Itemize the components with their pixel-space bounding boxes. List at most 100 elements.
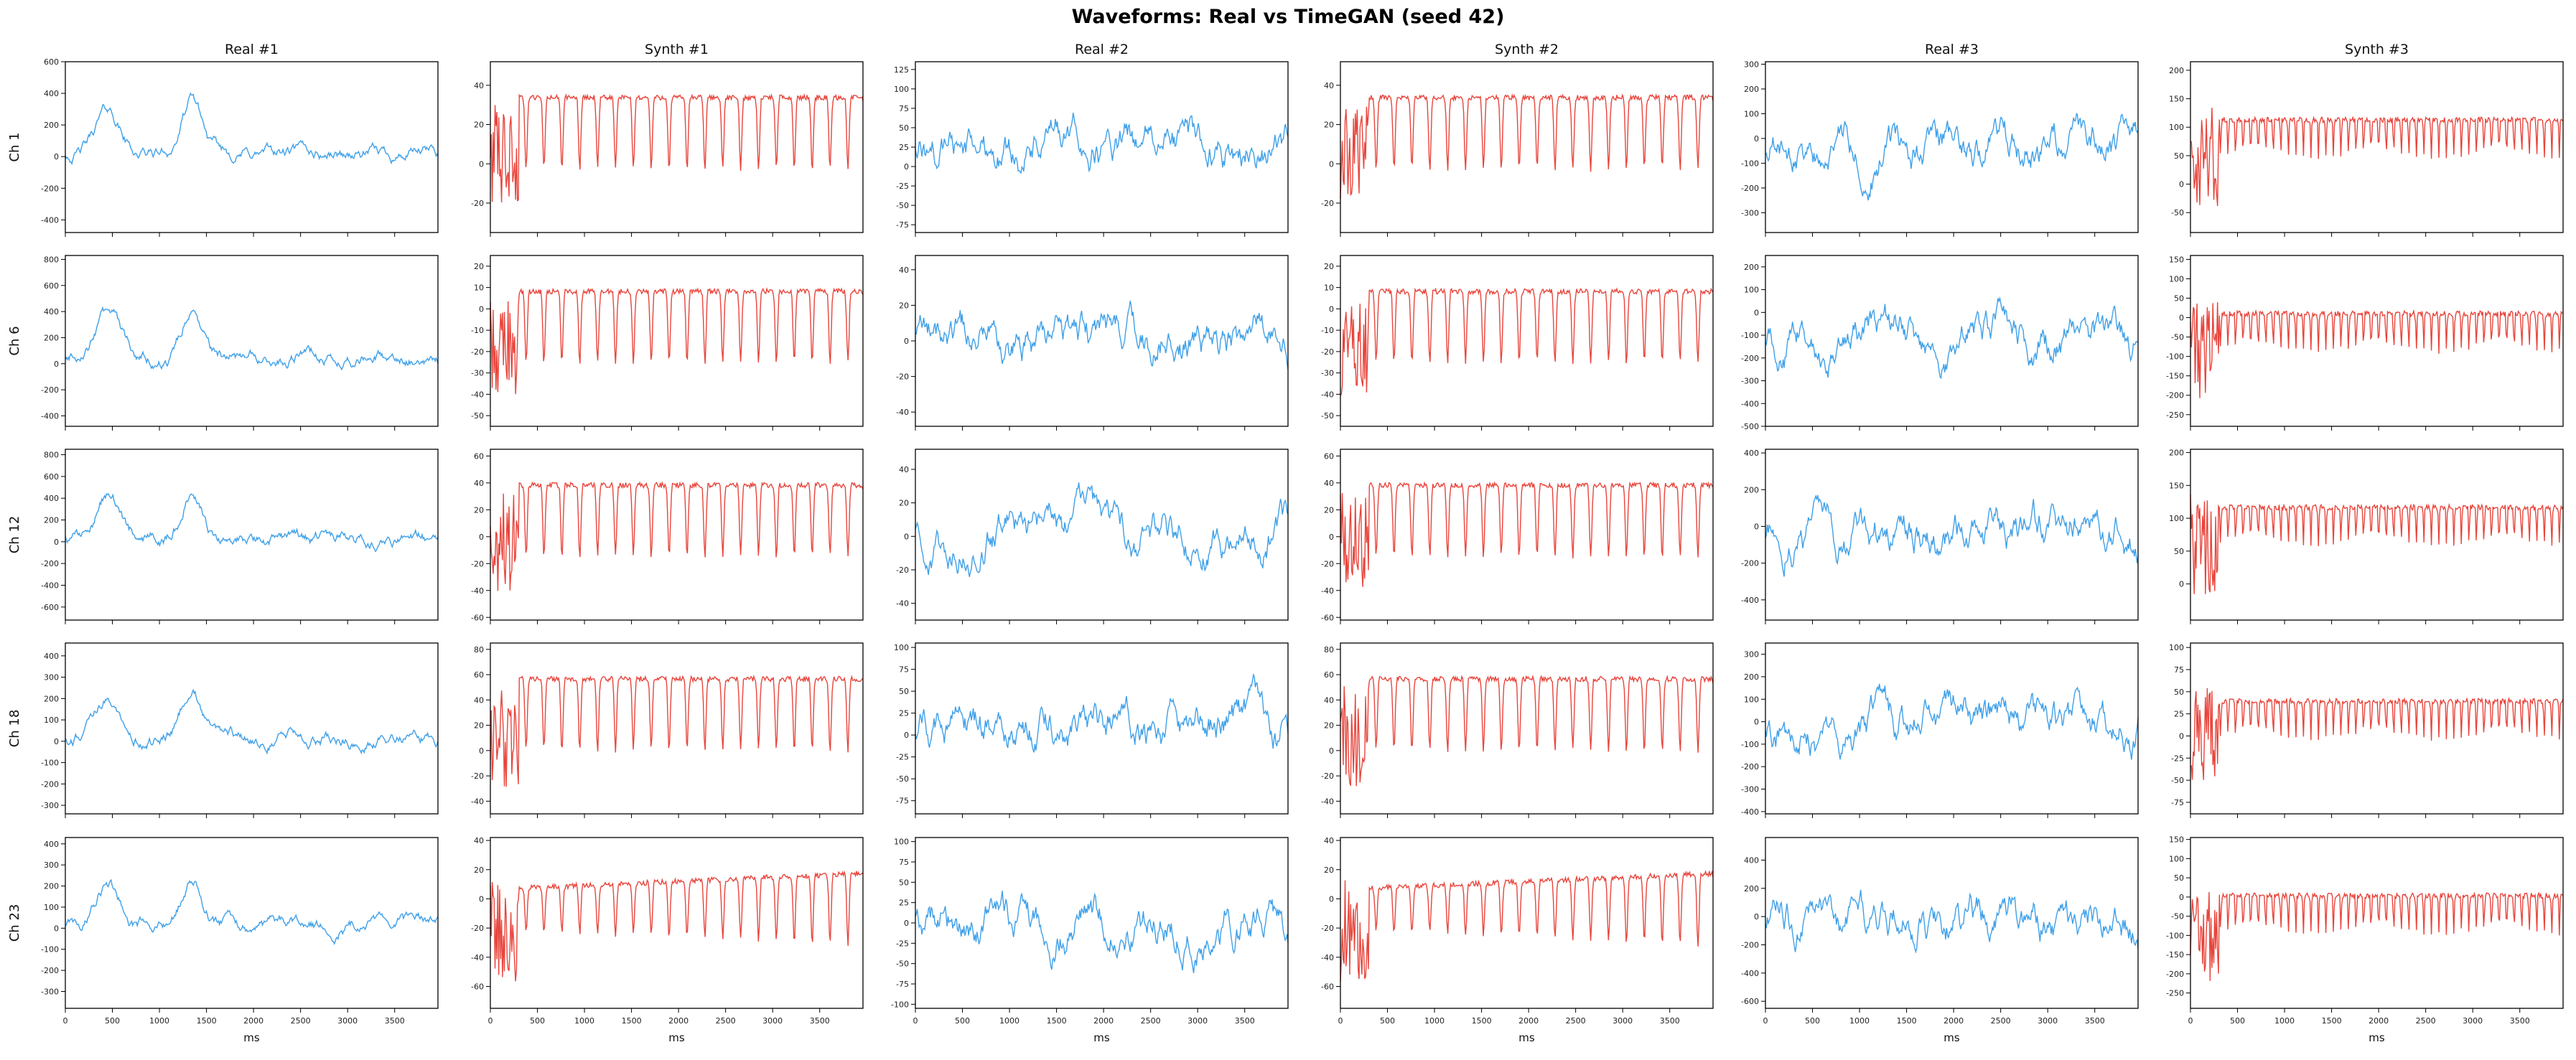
y-tick-label: -250 xyxy=(2166,411,2184,420)
y-tick-label: 200 xyxy=(44,694,59,703)
y-tick-label: -100 xyxy=(41,759,59,768)
synth-series-line xyxy=(490,93,864,203)
x-tick-label: 1000 xyxy=(1849,1016,1870,1026)
panel-frame xyxy=(915,449,1289,621)
y-tick-label: 20 xyxy=(1324,721,1334,731)
panel-frame xyxy=(65,255,439,427)
y-tick-label: 40 xyxy=(1324,836,1334,845)
y-tick-label: -200 xyxy=(41,966,59,975)
panel-r1-c3: -75 -50 -25 0 25 50 75 100 125 Real #2 xyxy=(894,42,1289,237)
y-tick-label: -40 xyxy=(1321,797,1334,806)
y-tick-label: -20 xyxy=(1321,924,1334,933)
y-tick-label: 0 xyxy=(1329,746,1334,756)
y-tick-label: -500 xyxy=(1741,422,1759,431)
y-tick-label: 60 xyxy=(1324,451,1334,461)
panel-r1-c5: -300 -200 -100 0 100 200 300 Real #3 xyxy=(1741,42,2139,237)
y-tick-label: 10 xyxy=(474,283,484,293)
y-tick-label: -100 xyxy=(2166,931,2184,940)
y-tick-label: 400 xyxy=(44,494,59,503)
x-tick-label: 0 xyxy=(2188,1016,2193,1026)
y-tick-label: -300 xyxy=(1741,208,1759,217)
y-tick-label: -50 xyxy=(471,411,484,421)
real-series-line xyxy=(65,688,439,755)
panel-frame xyxy=(1765,449,2139,621)
x-tick-label: 2000 xyxy=(2369,1016,2389,1026)
y-tick-label: -400 xyxy=(41,215,59,225)
panel-r4-c6: -75 -50 -25 0 25 50 75 100 xyxy=(2169,642,2564,818)
panel-frame xyxy=(1340,449,1714,621)
y-tick-label: 600 xyxy=(44,57,59,67)
y-tick-label: 75 xyxy=(899,858,909,867)
y-tick-label: 100 xyxy=(2169,514,2184,523)
y-tick-label: 0 xyxy=(2179,893,2184,902)
y-tick-label: -25 xyxy=(896,753,909,762)
y-tick-label: 400 xyxy=(44,89,59,98)
y-tick-label: -40 xyxy=(1321,390,1334,399)
y-tick-label: -100 xyxy=(891,1000,909,1009)
y-tick-label: -100 xyxy=(1741,159,1759,168)
y-tick-label: 40 xyxy=(899,266,909,275)
panel-frame xyxy=(1765,642,2139,815)
panel-frame xyxy=(2190,61,2564,233)
y-tick-label: -400 xyxy=(1741,596,1759,605)
y-tick-label: 0 xyxy=(479,894,484,904)
y-tick-label: 150 xyxy=(2169,835,2184,845)
y-tick-label: 200 xyxy=(44,882,59,891)
column-title: Real #1 xyxy=(225,42,279,57)
x-tick-label: 500 xyxy=(2230,1016,2245,1026)
y-tick-label: -40 xyxy=(471,953,484,962)
y-tick-label: -50 xyxy=(2171,208,2184,217)
panel-r2-c5: -500 -400 -300 -200 -100 0 100 200 xyxy=(1741,255,2139,431)
y-tick-label: -20 xyxy=(896,372,909,382)
y-tick-label: 100 xyxy=(2169,274,2184,283)
y-tick-label: -20 xyxy=(471,347,484,357)
y-tick-label: 20 xyxy=(474,121,484,130)
y-tick-label: -75 xyxy=(896,980,909,989)
panel-r2-c6: -250 -200 -150 -100 -50 0 50 100 150 xyxy=(2166,255,2564,431)
x-tick-label: 1500 xyxy=(2322,1016,2342,1026)
real-series-line xyxy=(65,492,439,553)
y-tick-label: 200 xyxy=(1744,263,1759,272)
y-tick-label: -20 xyxy=(1321,771,1334,781)
y-tick-label: -20 xyxy=(471,771,484,781)
panel-r2-c3: -40 -20 0 20 40 xyxy=(896,255,1289,431)
x-tick-label: 2500 xyxy=(1141,1016,1161,1026)
row-label: Ch 12 xyxy=(7,516,22,554)
y-tick-label: -200 xyxy=(1741,940,1759,949)
panel-r3-c5: -400 -200 0 200 400 xyxy=(1741,449,2139,624)
y-tick-label: 0 xyxy=(479,159,484,169)
y-tick-label: -20 xyxy=(896,566,909,575)
y-tick-label: -250 xyxy=(2166,989,2184,998)
y-tick-label: -30 xyxy=(1321,369,1334,378)
y-tick-label: -600 xyxy=(41,603,59,612)
y-tick-label: 0 xyxy=(2179,314,2184,323)
x-tick-label: 1500 xyxy=(1472,1016,1492,1026)
y-tick-label: -40 xyxy=(896,408,909,417)
y-tick-label: 80 xyxy=(474,645,484,655)
y-tick-label: -400 xyxy=(1741,807,1759,817)
y-tick-label: 100 xyxy=(2169,123,2184,132)
panel-r2-c2: -50 -40 -30 -20 -10 0 10 20 xyxy=(471,255,864,431)
panel-frame xyxy=(490,642,864,815)
y-tick-label: 75 xyxy=(899,104,909,113)
y-tick-label: -30 xyxy=(471,369,484,378)
y-tick-label: -200 xyxy=(2166,970,2184,979)
y-tick-label: 20 xyxy=(474,262,484,271)
y-tick-label: 0 xyxy=(1329,304,1334,314)
y-tick-label: -300 xyxy=(41,801,59,810)
real-series-line xyxy=(915,482,1289,578)
x-tick-label: 500 xyxy=(105,1016,120,1026)
x-tick-label: 3000 xyxy=(1187,1016,1208,1026)
y-tick-label: 0 xyxy=(54,152,59,161)
y-tick-label: -300 xyxy=(41,987,59,996)
y-tick-label: -40 xyxy=(471,390,484,399)
panel-frame xyxy=(2190,449,2564,621)
panel-r5-c2: -60 -40 -20 0 20 40 0 500 1000 1500 2000 2500 3000 35… xyxy=(471,836,864,1044)
y-tick-label: -20 xyxy=(471,199,484,208)
figure-title: Waveforms: Real vs TimeGAN (seed 42) xyxy=(1071,6,1505,28)
y-tick-label: 300 xyxy=(44,673,59,683)
y-tick-label: 50 xyxy=(2174,688,2184,697)
y-tick-label: -20 xyxy=(471,924,484,933)
panel-r3-c3: -40 -20 0 20 40 xyxy=(896,449,1289,624)
y-tick-label: 40 xyxy=(474,479,484,488)
